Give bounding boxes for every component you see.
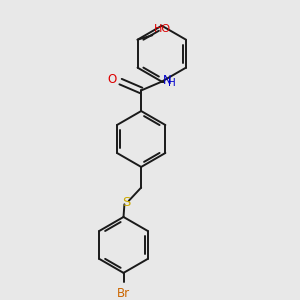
Text: N: N [163,74,171,87]
Text: O: O [108,73,117,86]
Text: H: H [168,78,176,88]
Text: Br: Br [117,287,130,300]
Text: S: S [122,196,130,209]
Text: HO: HO [154,24,172,34]
